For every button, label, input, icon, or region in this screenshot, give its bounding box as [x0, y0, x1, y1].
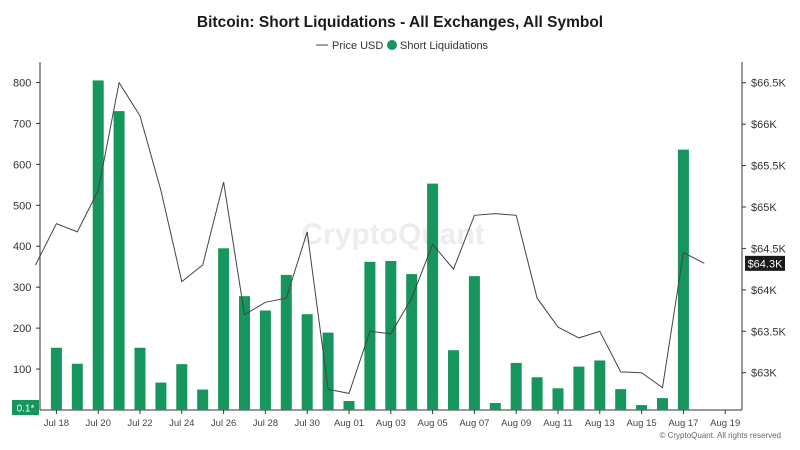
watermark: CryptoQuant: [301, 218, 484, 251]
bar-jul-18: [50, 347, 62, 410]
bar-aug-06: [448, 350, 459, 410]
bar-aug-04: [406, 274, 418, 410]
bar-aug-13: [594, 360, 606, 410]
bar-aug-15: [636, 405, 648, 410]
left-tick-label: 700: [13, 118, 31, 130]
price-usd-line: [35, 81, 705, 394]
right-tick-label: $63K: [751, 368, 777, 380]
right-axis-ticks: $63K $63.5K $64K $64.5K $65K $65.5K $66K $66.5K: [742, 78, 787, 380]
x-tick-label: Aug 15: [627, 418, 657, 429]
x-tick-label: Jul 24: [169, 418, 194, 429]
left-tick-label: 600: [13, 159, 31, 171]
bar-aug-11: [552, 388, 564, 410]
x-axis-ticks: Jul 18 Jul 20 Jul 22 Jul 24 Jul 26 Jul 28 Jul …: [44, 410, 740, 429]
x-tick-label: Jul 28: [253, 418, 278, 429]
bar-jul-21: [113, 111, 125, 411]
bar-jul-19: [71, 363, 83, 410]
left-tick-label: 100: [13, 364, 31, 376]
bar-jul-24: [176, 364, 188, 410]
right-tick-label: $66K: [751, 119, 777, 131]
bar-aug-05: [427, 183, 439, 410]
copyright-credit: © CryptoQuant. All rights reserved: [660, 431, 782, 440]
left-tick-label: 800: [13, 77, 31, 89]
right-tick-label: $64.5K: [751, 243, 787, 255]
bar-aug-09: [510, 362, 522, 410]
legend: Price USD Short Liquidations: [316, 40, 489, 52]
bar-jul-22: [134, 347, 146, 410]
left-axis-ticks: 100 200 300 400 500 600 700 800: [13, 77, 40, 376]
price-line-layer: [35, 81, 705, 394]
bar-aug-07: [468, 276, 480, 410]
bar-aug-16: [657, 398, 668, 410]
left-tick-label: 200: [13, 323, 31, 335]
bar-jul-23: [155, 382, 167, 410]
last-price-badge: $64.3K: [745, 255, 785, 271]
left-axis-min-badge: 0.1*: [12, 400, 39, 415]
bar-aug-01: [343, 400, 355, 410]
x-tick-label: Jul 18: [44, 418, 69, 429]
right-tick-label: $65.5K: [751, 161, 787, 173]
bar-aug-08: [489, 403, 501, 410]
bar-jul-30: [301, 314, 313, 410]
x-tick-label: Aug 07: [459, 418, 489, 429]
x-tick-label: Aug 19: [710, 418, 740, 429]
chart-title: Bitcoin: Short Liquidations - All Exchan…: [197, 14, 603, 31]
x-tick-label: Aug 09: [501, 418, 531, 429]
bar-jul-27: [239, 296, 250, 410]
bar-aug-14: [615, 389, 627, 410]
left-axis-min-label: 0.1*: [17, 404, 35, 415]
right-tick-label: $64K: [751, 285, 777, 297]
x-tick-label: Jul 26: [211, 418, 236, 429]
left-tick-label: 300: [13, 282, 31, 294]
left-tick-label: 500: [13, 200, 31, 212]
x-tick-label: Aug 01: [334, 418, 364, 429]
bar-aug-03: [385, 260, 397, 410]
x-tick-label: Aug 17: [668, 418, 698, 429]
bar-jul-26: [218, 248, 230, 410]
right-tick-label: $66.5K: [751, 78, 787, 90]
left-tick-label: 400: [13, 241, 31, 253]
x-tick-label: Aug 13: [585, 418, 615, 429]
right-tick-label: $65K: [751, 202, 777, 214]
bars-layer: [50, 80, 689, 411]
bar-jul-25: [197, 389, 209, 410]
bar-aug-10: [531, 377, 543, 410]
right-tick-label: $63.5K: [751, 326, 787, 338]
x-tick-label: Jul 22: [127, 418, 152, 429]
x-tick-label: Jul 30: [295, 418, 320, 429]
x-tick-label: Aug 11: [543, 418, 572, 429]
bar-aug-12: [573, 366, 585, 410]
x-tick-label: Aug 03: [376, 418, 406, 429]
legend-short-liq-label: Short Liquidations: [400, 40, 489, 52]
bar-jul-29: [280, 274, 292, 410]
bar-jul-31: [322, 332, 334, 410]
last-price-label: $64.3K: [748, 258, 784, 270]
legend-price-label: Price USD: [332, 40, 383, 52]
x-tick-label: Jul 20: [86, 418, 111, 429]
bar-aug-02: [364, 261, 376, 410]
legend-short-liq-dot-icon: [387, 40, 397, 50]
bar-aug-17: [677, 149, 689, 410]
x-tick-label: Aug 05: [418, 418, 448, 429]
bar-jul-28: [259, 310, 271, 410]
bar-jul-20: [92, 80, 104, 411]
